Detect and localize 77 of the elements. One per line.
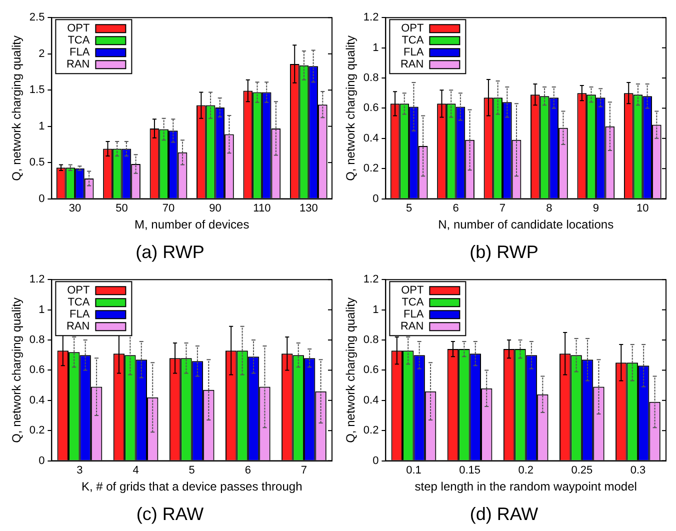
y-tick-label: 0.2 [363, 424, 379, 437]
y-tick-label: 0.5 [29, 156, 45, 169]
x-tick-label: 3 [76, 464, 83, 476]
y-tick-label: 1.2 [29, 274, 45, 286]
legend-label: FLA [404, 46, 424, 59]
x-tick-label: 50 [116, 202, 128, 214]
legend-label: TCA [68, 34, 90, 47]
y-tick-label: 0.8 [29, 334, 45, 346]
y-tick-label: 0.4 [363, 394, 379, 406]
legend-label: OPT [401, 284, 424, 297]
x-tick-label: 90 [209, 202, 222, 214]
legend-label: TCA [68, 296, 90, 309]
text: (c) RAW [136, 504, 204, 524]
y-tick-label: 0.4 [363, 132, 379, 144]
x-tick-label: 5 [406, 202, 412, 214]
text: (b) RWP [470, 242, 538, 262]
y-tick-label: 0 [38, 454, 45, 467]
y-tick-label: 1.2 [363, 12, 379, 24]
legend-label: FLA [404, 308, 424, 321]
y-tick-label: 0 [372, 454, 379, 467]
x-tick-label: 10 [636, 202, 649, 214]
y-tick-label: 2.5 [29, 12, 45, 24]
y-axis-title: Q, network charging quality [10, 297, 24, 443]
y-tick-label: 1 [38, 304, 45, 316]
x-axis-title: M, number of devices [134, 218, 250, 232]
x-tick-label: 0.1 [406, 464, 422, 476]
x-tick-label: 0.2 [518, 464, 534, 476]
x-tick-label: 6 [452, 202, 459, 214]
x-axis-title: step length in the random waypoint model [414, 480, 637, 494]
y-tick-label: 1 [38, 120, 45, 132]
x-axis-title: K, # of grids that a device passes through [81, 480, 302, 494]
y-tick-label: 0.2 [29, 424, 45, 437]
y-axis-title: Q, network charging quality [344, 297, 358, 443]
y-tick-label: 1.5 [29, 84, 45, 96]
legend-label: RAN [400, 58, 424, 71]
legend-label: FLA [70, 308, 90, 321]
x-tick-label: 0.15 [459, 464, 480, 476]
x-tick-label: 0.25 [571, 464, 593, 476]
y-tick-label: 1 [372, 42, 379, 54]
x-tick-label: 0.3 [630, 464, 646, 476]
y-tick-label: 0.6 [363, 102, 379, 114]
x-tick-label: 5 [188, 464, 195, 476]
y-axis-title: Q, network charging quality [344, 35, 358, 181]
x-tick-label: 130 [299, 202, 318, 214]
text: (d) RAW [470, 504, 538, 524]
y-tick-label: 0.6 [363, 364, 379, 376]
x-tick-label: 7 [499, 202, 506, 214]
x-tick-label: 9 [592, 202, 599, 214]
x-tick-label: 8 [546, 202, 552, 214]
y-tick-label: 0.8 [363, 72, 379, 84]
legend-label: FLA [70, 46, 90, 59]
y-tick-label: 0.2 [363, 162, 379, 175]
text: (a) RWP [136, 242, 204, 262]
legend-label: OPT [67, 22, 90, 35]
x-tick-label: 30 [68, 202, 82, 214]
x-axis-title: N, number of candidate locations [438, 218, 614, 232]
legend-label: RAN [400, 320, 424, 333]
legend-label: OPT [401, 22, 424, 35]
x-tick-label: 110 [253, 202, 271, 214]
legend-label: RAN [66, 320, 90, 333]
x-tick-label: 6 [244, 464, 251, 476]
y-tick-label: 0.6 [29, 364, 45, 376]
y-tick-label: 0.4 [29, 394, 45, 406]
y-tick-label: 2 [38, 48, 45, 60]
y-tick-label: 0 [38, 192, 45, 205]
legend-label: TCA [402, 296, 424, 309]
legend-label: TCA [402, 34, 424, 47]
legend-label: RAN [66, 58, 90, 71]
legend-label: OPT [67, 284, 90, 297]
y-axis-title: Q, network charging quality [10, 35, 24, 181]
y-tick-label: 1.2 [363, 274, 379, 286]
y-tick-label: 0 [372, 192, 379, 205]
x-tick-label: 70 [162, 202, 175, 214]
x-tick-label: 7 [300, 464, 308, 476]
y-tick-label: 1 [372, 304, 379, 316]
y-tick-label: 0.8 [363, 334, 379, 346]
x-tick-label: 4 [132, 464, 139, 476]
